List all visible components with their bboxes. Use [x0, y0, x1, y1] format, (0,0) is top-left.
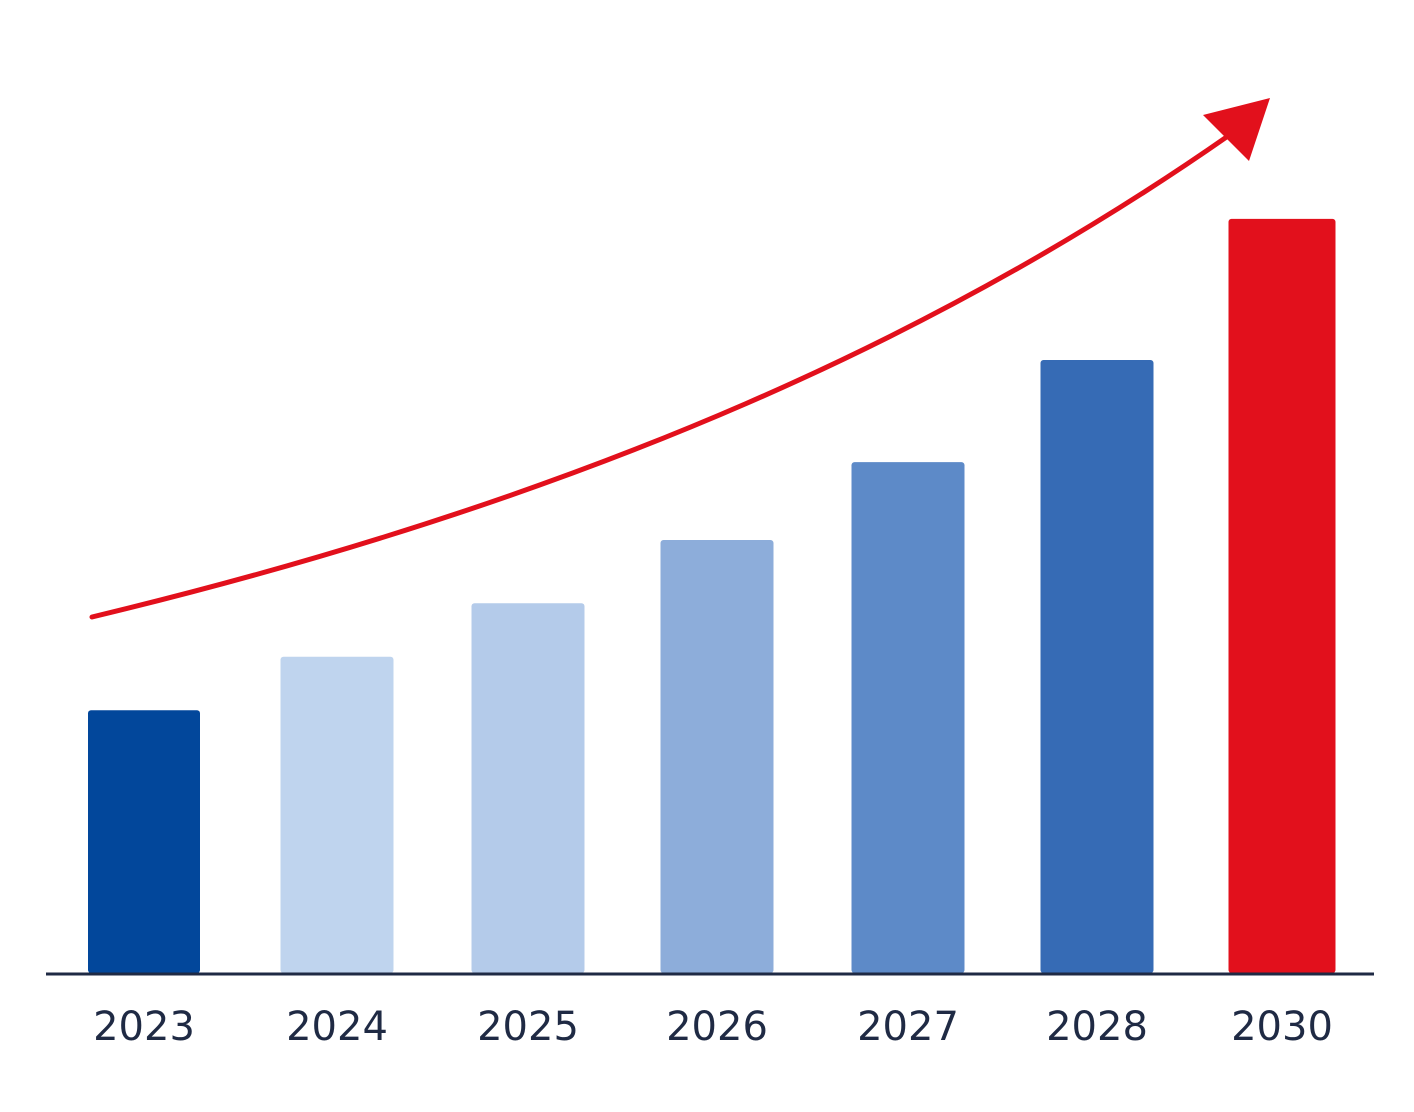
bar-2026	[660, 540, 774, 973]
x-tick-label-2026: 2026	[666, 1004, 768, 1050]
bar-2027	[851, 462, 965, 973]
x-tick-label-2030: 2030	[1231, 1004, 1333, 1050]
bar-2030	[1228, 218, 1336, 974]
trend-arrow-head	[1203, 98, 1270, 161]
x-tick-label-2027: 2027	[857, 1004, 959, 1050]
bar-2023	[88, 710, 200, 973]
trend-arrow-layer	[89, 98, 1270, 620]
x-tick-label-2024: 2024	[286, 1004, 388, 1050]
x-tick-label-2028: 2028	[1046, 1004, 1148, 1050]
bars-layer	[88, 218, 1336, 974]
bar-2024	[280, 656, 394, 973]
trend-arrow-line	[89, 133, 1231, 620]
bar-2025	[471, 603, 585, 973]
x-tick-label-2023: 2023	[93, 1004, 195, 1050]
x-tick-labels: 2023 2024 2025 2026 2027 2028 2030	[93, 1004, 1333, 1050]
x-tick-label-2025: 2025	[477, 1004, 579, 1050]
bar-2028	[1040, 360, 1154, 973]
